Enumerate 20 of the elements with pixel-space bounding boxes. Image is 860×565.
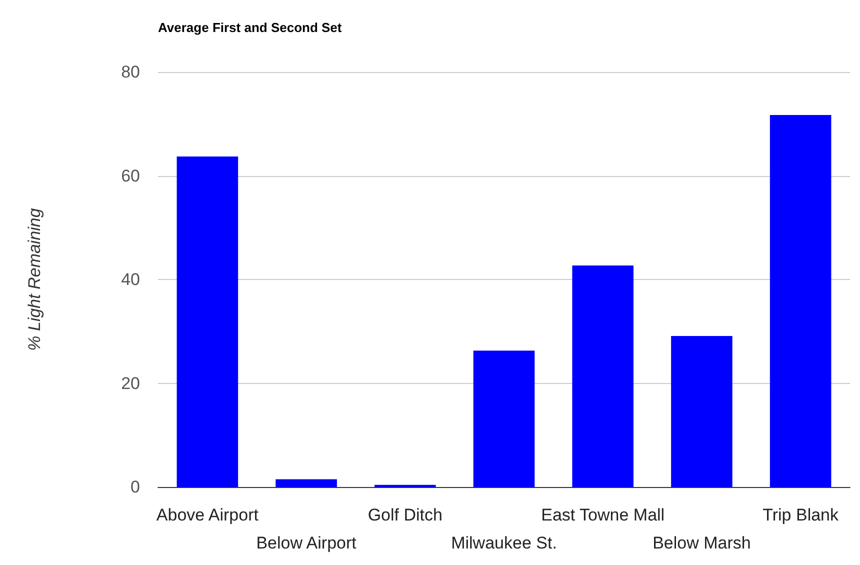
y-tick-label: 60: [121, 166, 140, 186]
x-tick-label: Below Marsh: [652, 534, 751, 552]
y-tick-label: 0: [130, 478, 140, 496]
x-tick-label: Milwaukee St.: [451, 534, 557, 552]
chart-title: Average First and Second Set: [158, 20, 342, 35]
x-tick-label: East Towne Mall: [541, 506, 665, 524]
y-axis-title: % Light Remaining: [25, 208, 44, 351]
y-tick-label: 20: [121, 374, 140, 393]
bar: [176, 156, 238, 487]
x-tick-label: Above Airport: [156, 506, 259, 524]
bar: [473, 350, 535, 487]
y-tick-label: 40: [121, 270, 140, 289]
x-tick-label: Below Airport: [256, 534, 357, 552]
bar: [671, 336, 732, 487]
bar: [276, 479, 337, 487]
bar: [572, 265, 634, 487]
x-tick-label: Golf Ditch: [368, 506, 442, 524]
bar: [770, 115, 832, 487]
y-tick-label: 80: [121, 62, 140, 82]
x-tick-label: Trip Blank: [762, 506, 840, 524]
